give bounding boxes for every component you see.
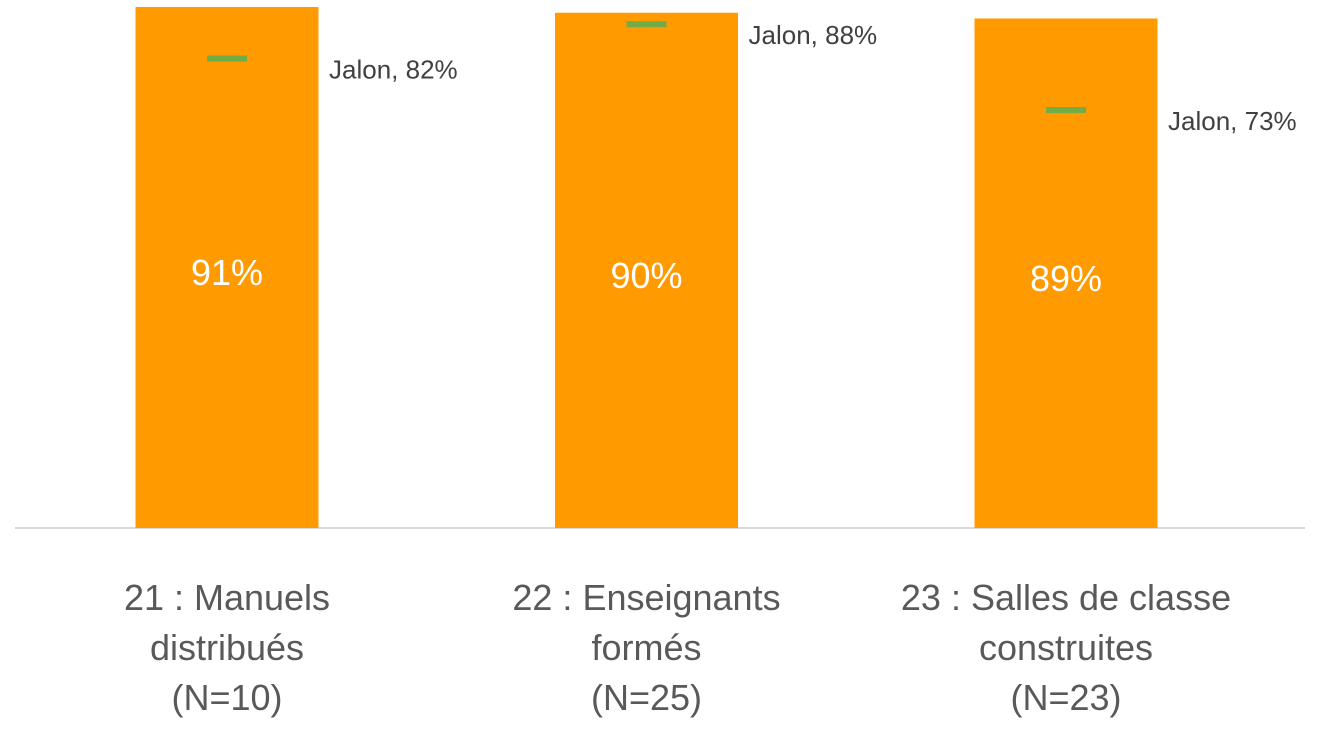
bar <box>555 12 738 528</box>
milestone-marker <box>1046 107 1086 114</box>
milestone-label: Jalon, 82% <box>329 54 458 84</box>
bar <box>135 7 319 528</box>
milestone-label: Jalon, 73% <box>1168 106 1297 136</box>
x-tick-label: 21 : Manuels distribués (N=10) <box>123 577 331 718</box>
bar-value-label: 90% <box>610 255 682 296</box>
bar <box>974 18 1158 528</box>
bar-value-label: 89% <box>1030 258 1102 299</box>
milestone-marker <box>207 55 247 62</box>
x-tick-label: 22 : Enseignants formés (N=25) <box>512 577 781 718</box>
x-tick-label: 23 : Salles de classe construites (N=23) <box>900 577 1232 718</box>
milestone-label: Jalon, 88% <box>749 20 878 50</box>
milestone-marker <box>626 21 667 28</box>
bar-value-label: 91% <box>191 252 263 293</box>
